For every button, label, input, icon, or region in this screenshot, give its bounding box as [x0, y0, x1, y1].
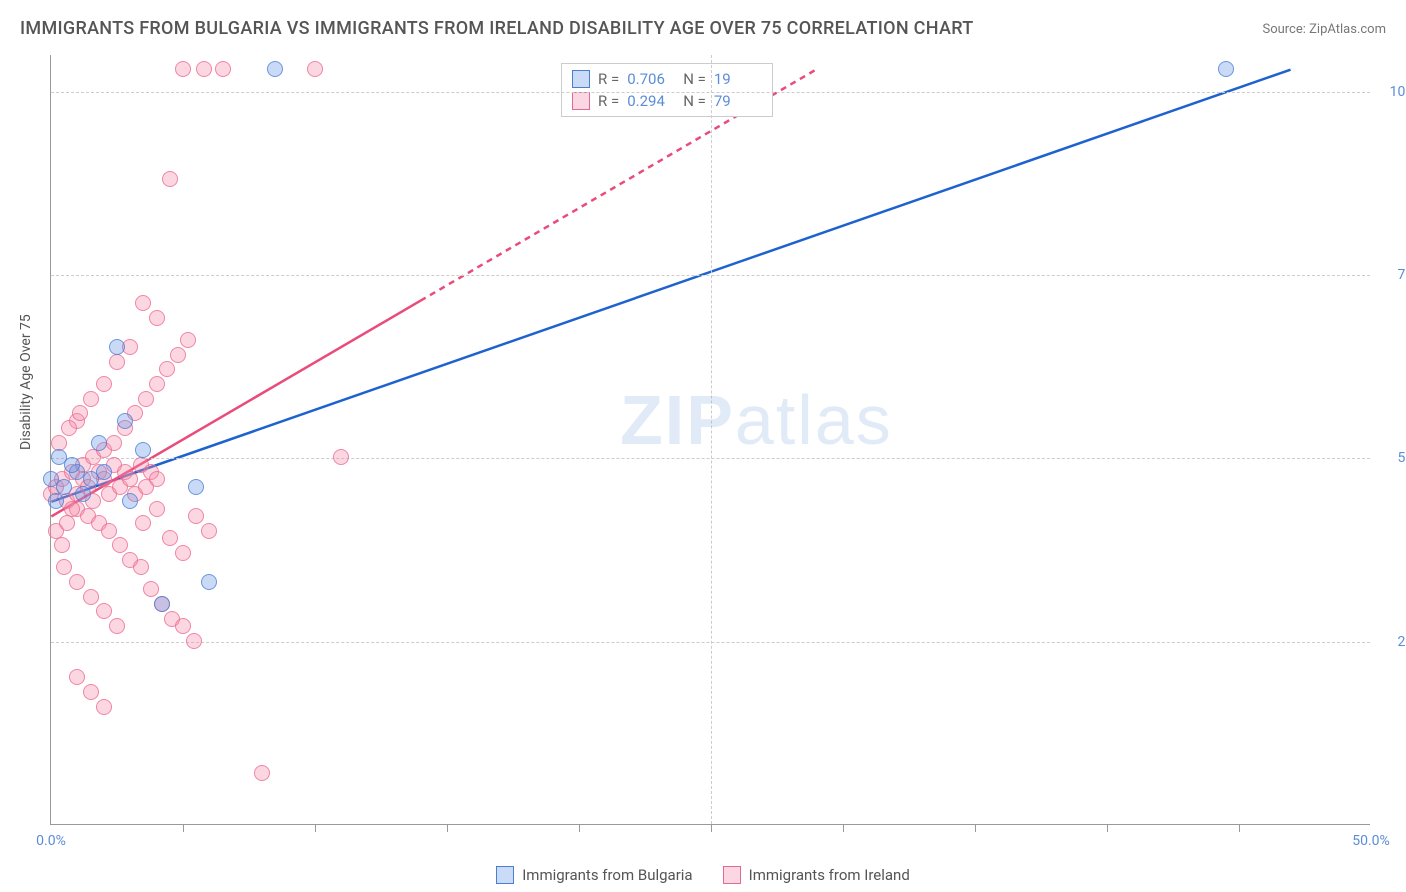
data-point — [135, 442, 151, 458]
stat-n-pink: 79 — [714, 92, 762, 110]
x-tick-label: 0.0% — [36, 833, 66, 849]
data-point — [69, 669, 85, 685]
data-point — [333, 449, 349, 465]
x-minor-tick — [1107, 824, 1108, 832]
data-point — [175, 61, 191, 77]
data-point — [149, 376, 165, 392]
data-point — [112, 537, 128, 553]
data-point — [215, 61, 231, 77]
data-point — [109, 618, 125, 634]
data-point — [196, 61, 212, 77]
x-minor-tick — [579, 824, 580, 832]
data-point — [54, 537, 70, 553]
data-point — [149, 501, 165, 517]
data-point — [59, 515, 75, 531]
x-minor-tick — [183, 824, 184, 832]
data-point — [96, 603, 112, 619]
data-point — [135, 295, 151, 311]
swatch-pink-icon — [572, 92, 590, 110]
data-point — [267, 61, 283, 77]
data-point — [201, 574, 217, 590]
data-point — [83, 391, 99, 407]
data-point — [109, 339, 125, 355]
legend-label-blue: Immigrants from Bulgaria — [522, 866, 692, 884]
y-tick-label: 100.0% — [1390, 84, 1406, 100]
chart-title: IMMIGRANTS FROM BULGARIA VS IMMIGRANTS F… — [20, 18, 974, 39]
data-point — [72, 405, 88, 421]
data-point — [96, 699, 112, 715]
data-point — [159, 361, 175, 377]
stat-n-label: N = — [683, 70, 706, 88]
data-point — [101, 523, 117, 539]
data-point — [83, 589, 99, 605]
data-point — [56, 479, 72, 495]
data-point — [201, 523, 217, 539]
data-point — [122, 493, 138, 509]
data-point — [91, 435, 107, 451]
data-point — [64, 501, 80, 517]
data-point — [96, 376, 112, 392]
x-minor-tick — [447, 824, 448, 832]
legend-swatch-blue-icon — [496, 866, 514, 884]
data-point — [307, 61, 323, 77]
swatch-blue-icon — [572, 70, 590, 88]
data-point — [117, 413, 133, 429]
gridline-v — [711, 55, 712, 824]
data-point — [149, 471, 165, 487]
data-point — [83, 471, 99, 487]
y-tick-label: 25.0% — [1397, 634, 1406, 650]
data-point — [162, 171, 178, 187]
source-label: Source: ZipAtlas.com — [1262, 22, 1386, 37]
data-point — [106, 435, 122, 451]
data-point — [83, 684, 99, 700]
x-minor-tick — [975, 824, 976, 832]
stats-legend-box: R = 0.706 N = 19 R = 0.294 N = 79 — [561, 63, 773, 117]
stat-r-label: R = — [598, 70, 619, 88]
data-point — [138, 391, 154, 407]
data-point — [188, 479, 204, 495]
x-tick-label: 50.0% — [1352, 833, 1390, 849]
data-point — [180, 332, 196, 348]
data-point — [75, 486, 91, 502]
stat-r-blue: 0.706 — [627, 70, 675, 88]
data-point — [109, 354, 125, 370]
data-point — [122, 471, 138, 487]
data-point — [69, 574, 85, 590]
data-point — [56, 559, 72, 575]
data-point — [186, 633, 202, 649]
data-point — [188, 508, 204, 524]
stat-n-blue: 19 — [714, 70, 762, 88]
stat-r-label2: R = — [598, 92, 619, 110]
y-tick-label: 50.0% — [1397, 450, 1406, 466]
data-point — [143, 581, 159, 597]
data-point — [51, 435, 67, 451]
data-point — [133, 559, 149, 575]
y-axis-title: Disability Age Over 75 — [18, 314, 34, 450]
data-point — [170, 347, 186, 363]
data-point — [175, 618, 191, 634]
data-point — [154, 596, 170, 612]
data-point — [1218, 61, 1234, 77]
data-point — [48, 493, 64, 509]
x-minor-tick — [1239, 824, 1240, 832]
data-point — [254, 765, 270, 781]
data-point — [175, 545, 191, 561]
bottom-legend: Immigrants from Bulgaria Immigrants from… — [0, 866, 1406, 884]
x-minor-tick — [315, 824, 316, 832]
stat-n-label2: N = — [683, 92, 706, 110]
data-point — [135, 515, 151, 531]
chart-plot-area: R = 0.706 N = 19 R = 0.294 N = 79 25.0%5… — [50, 55, 1370, 825]
x-minor-tick — [711, 824, 712, 832]
data-point — [162, 530, 178, 546]
legend-swatch-pink-icon — [723, 866, 741, 884]
stat-r-pink: 0.294 — [627, 92, 675, 110]
data-point — [61, 420, 77, 436]
data-point — [64, 457, 80, 473]
x-minor-tick — [843, 824, 844, 832]
legend-label-pink: Immigrants from Ireland — [749, 866, 910, 884]
data-point — [149, 310, 165, 326]
y-tick-label: 75.0% — [1397, 267, 1406, 283]
